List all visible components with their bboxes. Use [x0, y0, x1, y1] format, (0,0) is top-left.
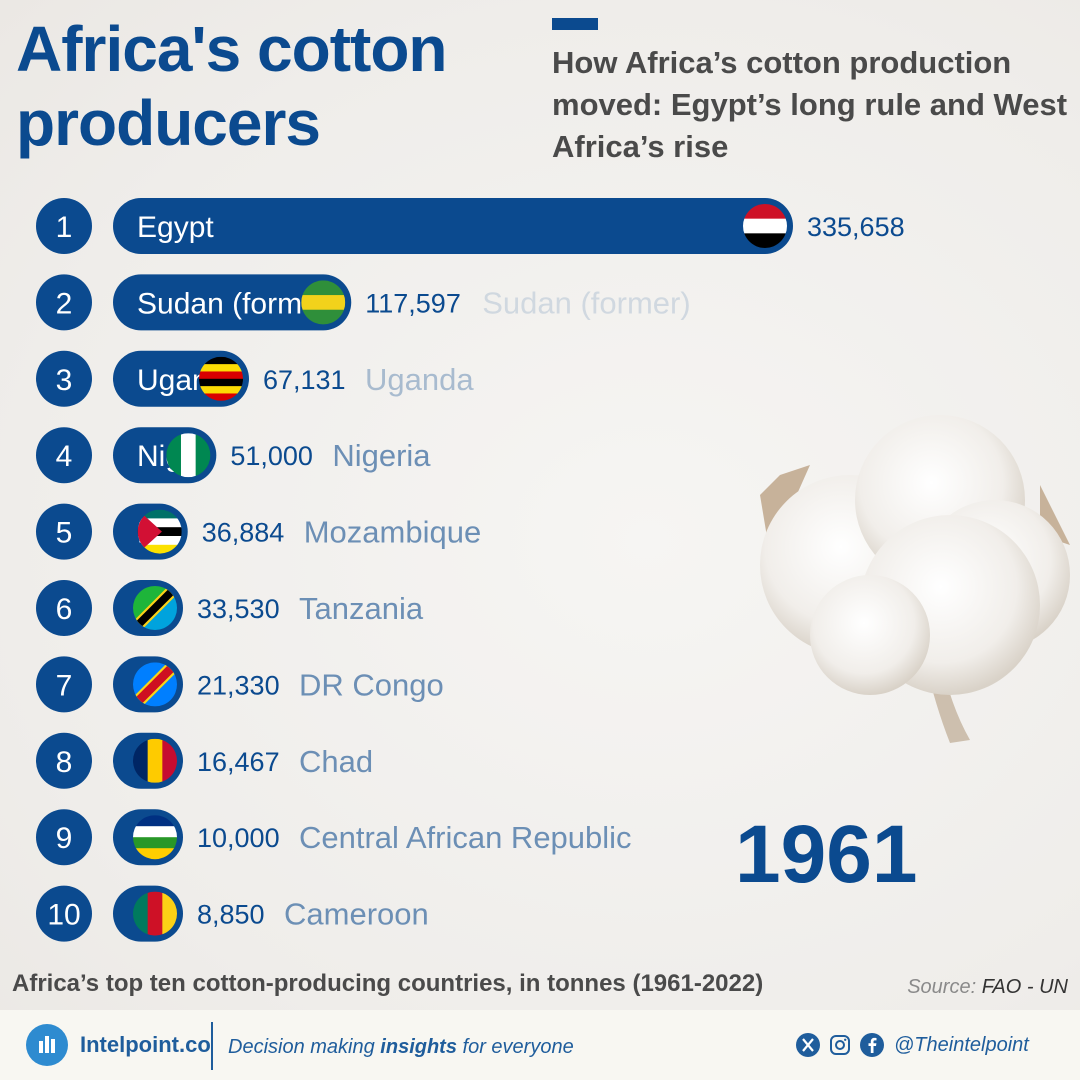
- flag-icon: [133, 891, 177, 936]
- country-label: Uganda: [365, 362, 474, 397]
- rank-badge: [36, 809, 92, 866]
- value-label: 335,658: [807, 212, 905, 242]
- flag-icon: [133, 662, 177, 707]
- country-label: Cameroon: [284, 897, 429, 932]
- tagline-bold: insights: [380, 1036, 457, 1058]
- flag-icon: [133, 738, 177, 783]
- rank-number: 3: [56, 364, 73, 397]
- rank-badge: [36, 427, 92, 484]
- rank-badge: [36, 350, 92, 407]
- brand-link[interactable]: Intelpoint.co: [80, 1032, 211, 1057]
- value-label: 67,131: [263, 365, 346, 395]
- value-label: 117,597: [365, 288, 461, 318]
- value-label: 10,000: [197, 823, 280, 853]
- value-label: 33,530: [197, 594, 280, 624]
- chart-caption: Africa’s top ten cotton-producing countr…: [12, 970, 764, 997]
- country-label: DR Congo: [299, 667, 444, 702]
- flag-icon: [133, 815, 177, 860]
- rank-badge: [36, 656, 92, 713]
- rank-number: 9: [56, 822, 73, 855]
- rank-badge: [36, 198, 92, 254]
- rank-number: 6: [56, 593, 73, 626]
- rank-number: 10: [47, 899, 80, 932]
- tagline: Decision making insights for everyone: [228, 1036, 574, 1059]
- bar-2: [113, 274, 352, 331]
- value-label: 51,000: [230, 441, 313, 471]
- value-label: 16,467: [197, 747, 280, 777]
- rank-number: 7: [56, 669, 73, 702]
- source-value: FAO - UN: [981, 976, 1068, 998]
- rank-number: 5: [56, 517, 73, 550]
- flag-icon: [166, 433, 211, 478]
- country-label: Sudan (former): [482, 285, 690, 320]
- country-label: Chad: [299, 744, 373, 779]
- social-links: @Theintelpoint: [796, 1032, 1029, 1058]
- bar-label: Egypt: [137, 211, 214, 244]
- flag-icon: [198, 356, 243, 401]
- tagline-post: for everyone: [456, 1036, 574, 1058]
- bar-1: [113, 198, 793, 254]
- footer: Intelpoint.co Decision making insights f…: [0, 1010, 1080, 1080]
- value-label: 8,850: [197, 900, 265, 930]
- country-label: Mozambique: [304, 515, 481, 550]
- country-label: Central African Republic: [299, 820, 632, 855]
- rank-number: 1: [56, 211, 73, 244]
- rank-badge: [36, 885, 92, 942]
- x-icon[interactable]: [796, 1033, 820, 1057]
- source-note: Source: FAO - UN: [907, 976, 1068, 999]
- flag-icon: [137, 509, 182, 554]
- country-label: Nigeria: [332, 438, 431, 473]
- bar-label: Uganda: [137, 364, 242, 397]
- page-title: Africa's cotton producers: [16, 12, 447, 160]
- facebook-icon[interactable]: [860, 1033, 884, 1057]
- tagline-pre: Decision making: [228, 1036, 381, 1058]
- rank-badge: [36, 732, 92, 789]
- rank-badge: [36, 274, 92, 331]
- value-label: 36,884: [202, 518, 285, 548]
- source-label: Source:: [907, 976, 977, 998]
- accent-bar: [552, 18, 598, 30]
- intelpoint-logo-icon[interactable]: [26, 1024, 68, 1066]
- footer-divider: [211, 1022, 213, 1070]
- rank-number: 2: [56, 287, 73, 320]
- bar-chart: 1 Egypt 335,658 2 Sudan (former) 117,597 Sudan…: [36, 198, 905, 942]
- subtitle: How Africa’s cotton production moved: Eg…: [552, 45, 1068, 164]
- rank-badge: [36, 580, 92, 636]
- rank-badge: [36, 503, 92, 560]
- flag-icon: [743, 204, 787, 248]
- social-handle[interactable]: @Theintelpoint: [894, 1033, 1029, 1056]
- title-line-1: Africa's cotton: [16, 13, 447, 85]
- value-label: 21,330: [197, 670, 280, 700]
- bar-label: Sudan (former): [137, 287, 339, 320]
- cotton-boll-icon: [760, 415, 1070, 743]
- instagram-icon[interactable]: [828, 1033, 852, 1057]
- country-label: Tanzania: [299, 591, 424, 626]
- title-line-2: producers: [16, 87, 321, 159]
- flag-icon: [133, 586, 177, 630]
- rank-number: 8: [56, 746, 73, 779]
- year-label: 1961: [735, 809, 918, 900]
- flag-icon: [301, 280, 346, 325]
- rank-number: 4: [56, 440, 73, 473]
